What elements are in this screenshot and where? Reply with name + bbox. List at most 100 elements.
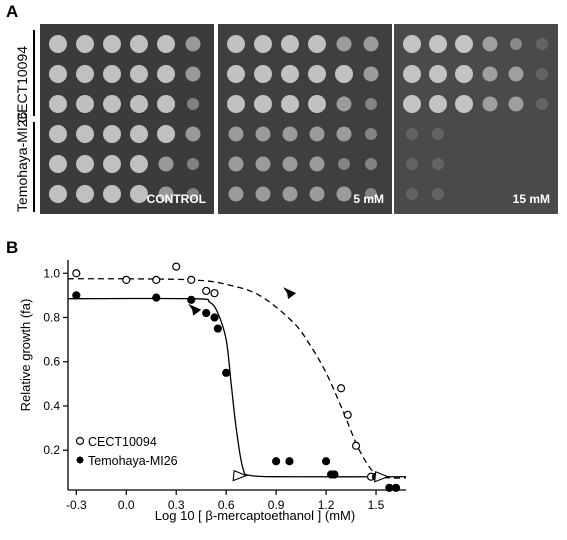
data-point-cect10094 <box>172 262 181 271</box>
colony-spot <box>255 156 271 172</box>
colony-spot <box>228 186 244 202</box>
colony-spot <box>130 185 148 203</box>
data-point-temohaya <box>202 308 211 318</box>
colony-spot <box>336 186 352 202</box>
colony-spot <box>254 65 272 83</box>
data-points <box>72 262 401 492</box>
colony-spot <box>254 35 272 53</box>
colony-spot <box>158 156 174 172</box>
colony-spot <box>157 65 175 83</box>
plate-control-spots <box>49 35 201 203</box>
colony-spot <box>187 158 199 170</box>
legend-label-temohaya: Temohaya-MI26 <box>88 454 178 468</box>
colony-spot <box>103 125 121 143</box>
colony-spot <box>49 155 67 173</box>
x-tick-label: 1.5 <box>368 498 385 512</box>
plate-15mm-spots <box>403 35 548 200</box>
data-point-temohaya <box>210 313 219 322</box>
y-tick-label: 0.6 <box>43 355 60 369</box>
chart-annotations <box>188 287 390 483</box>
colony-spot <box>227 65 245 83</box>
data-point-temohaya <box>285 457 294 466</box>
colony-spot <box>49 35 67 53</box>
data-point-cect10094 <box>187 275 196 285</box>
colony-spot <box>255 186 271 202</box>
panel-b-letter: B <box>6 238 19 257</box>
colony-spot <box>309 186 325 202</box>
colony-spot <box>185 66 201 82</box>
colony-spot <box>482 66 498 82</box>
colony-spot <box>336 126 352 142</box>
colony-spot <box>455 95 473 113</box>
colony-spot <box>536 68 548 80</box>
colony-spot <box>335 65 353 83</box>
y-axis-label: Relative growth (fa) <box>18 299 33 412</box>
colony-spot <box>228 126 244 142</box>
colony-spot <box>282 126 298 142</box>
x-tick-label: 0.3 <box>168 498 185 512</box>
colony-spot <box>227 95 245 113</box>
plate-images: CONTROL 5 mM 15 mM <box>40 24 558 216</box>
plate-label-5mm: 5 mM <box>353 192 384 206</box>
colony-spot <box>508 96 524 112</box>
colony-spot <box>227 35 245 53</box>
colony-spot <box>403 95 421 113</box>
colony-spot <box>185 36 201 52</box>
colony-spot <box>365 128 377 140</box>
colony-spot <box>406 128 418 140</box>
data-point-cect10094 <box>336 384 346 393</box>
data-point-temohaya <box>222 368 231 377</box>
fit-curve-temohaya <box>67 297 407 478</box>
colony-spot <box>282 186 298 202</box>
plate-5mm-spots <box>227 35 379 202</box>
colony-spot <box>508 66 524 82</box>
chart-legend: CECT10094 Temohaya-MI26 <box>75 435 178 468</box>
colony-spot <box>536 98 548 110</box>
colony-spot <box>130 35 148 53</box>
colony-spot <box>403 65 421 83</box>
colony-spot <box>281 95 299 113</box>
legend-marker-temohaya <box>76 456 84 464</box>
colony-spot <box>49 95 67 113</box>
colony-spot <box>76 185 94 203</box>
data-point-temohaya <box>152 293 161 302</box>
colony-spot <box>429 35 447 53</box>
colony-spot <box>429 65 447 83</box>
colony-spot <box>309 156 325 172</box>
plate-5mm: 5 mM <box>218 24 392 214</box>
colony-spot <box>338 158 350 170</box>
colony-spot <box>365 158 377 170</box>
y-tick-label: 0.4 <box>43 399 60 413</box>
colony-spot <box>49 65 67 83</box>
colony-spot <box>308 65 326 83</box>
colony-spot <box>157 95 175 113</box>
strain-bracket-2 <box>33 122 35 212</box>
data-point-cect10094 <box>152 275 161 285</box>
data-point-temohaya <box>213 324 222 333</box>
colony-spot <box>255 126 271 142</box>
colony-spot <box>406 188 418 200</box>
colony-spot <box>130 125 148 143</box>
colony-spot <box>406 158 418 170</box>
x-tick-label: 0.0 <box>118 498 135 512</box>
colony-spot <box>432 158 444 170</box>
colony-spot <box>157 35 175 53</box>
colony-spot <box>403 35 421 53</box>
data-point-cect10094 <box>343 410 352 419</box>
colony-spot <box>103 35 121 53</box>
colony-spot <box>76 65 94 83</box>
colony-spot <box>365 188 377 200</box>
colony-spot <box>185 126 201 142</box>
colony-spot <box>187 98 199 110</box>
colony-spot <box>536 38 548 50</box>
colony-spot <box>49 185 67 203</box>
arrowhead-open <box>232 469 248 482</box>
colony-spot <box>308 35 326 53</box>
colony-spot <box>281 65 299 83</box>
colony-spot <box>282 156 298 172</box>
colony-spot <box>429 95 447 113</box>
colony-spot <box>130 95 148 113</box>
colony-spot <box>103 155 121 173</box>
colony-spot <box>336 96 352 112</box>
data-point-cect10094 <box>72 269 81 278</box>
